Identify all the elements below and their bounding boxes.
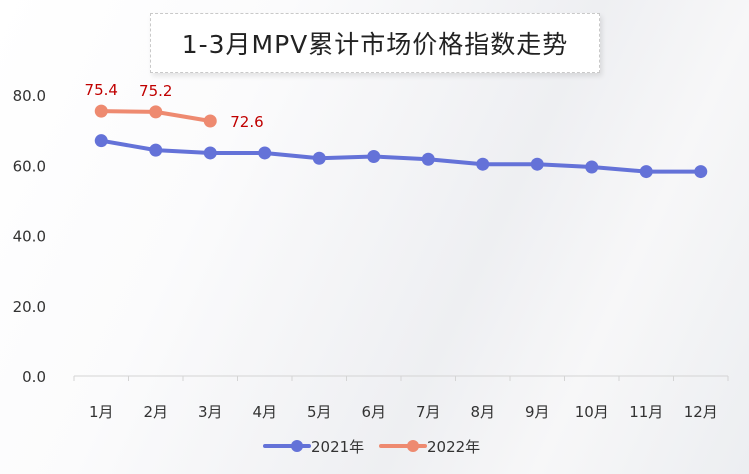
x-tick-label: 6月 xyxy=(361,403,386,421)
x-tick-label: 9月 xyxy=(525,403,550,421)
x-tick-label: 2月 xyxy=(143,403,168,421)
series-line-0 xyxy=(99,138,703,174)
data-point xyxy=(149,143,163,157)
x-ticks: 1月 2月 3月 4月 5月 6月 7月 8月 9月 10月 11月 12月 xyxy=(73,376,729,421)
data-label: 75.2 xyxy=(139,82,172,100)
x-tick-label: 3月 xyxy=(198,403,223,421)
series-layer xyxy=(94,104,708,179)
x-tick-label: 4月 xyxy=(252,403,277,421)
chart-title: 1-3月MPV累计市场价格指数走势 xyxy=(150,13,600,73)
data-point xyxy=(476,157,490,171)
x-tick-label: 5月 xyxy=(307,403,332,421)
x-tick-label: 8月 xyxy=(470,403,495,421)
data-point xyxy=(94,104,108,118)
y-tick-label: 0.0 xyxy=(22,368,46,386)
data-label: 72.6 xyxy=(230,113,263,131)
data-point xyxy=(312,151,326,165)
data-point xyxy=(639,165,653,179)
y-tick-label: 20.0 xyxy=(13,298,46,316)
data-label: 75.4 xyxy=(85,81,118,99)
data-point xyxy=(367,149,381,163)
y-tick-label: 60.0 xyxy=(13,157,46,175)
y-tick-label: 80.0 xyxy=(13,87,46,105)
legend-label: 2022年 xyxy=(427,438,480,456)
data-point xyxy=(94,134,108,148)
data-point xyxy=(203,114,217,128)
x-tick-label: 7月 xyxy=(416,403,441,421)
x-tick-label: 12月 xyxy=(684,403,718,421)
data-point xyxy=(530,157,544,171)
data-labels: 75.4 75.2 72.6 xyxy=(85,81,264,131)
data-point xyxy=(585,160,599,174)
legend-marker xyxy=(291,440,303,452)
data-point xyxy=(149,105,163,119)
data-point xyxy=(258,146,272,160)
legend: 2021年 2022年 xyxy=(263,438,480,456)
x-tick-label: 11月 xyxy=(629,403,663,421)
y-ticks: 0.0 20.0 40.0 60.0 80.0 xyxy=(13,87,46,386)
data-point xyxy=(421,152,435,166)
data-point xyxy=(203,146,217,160)
legend-label: 2021年 xyxy=(311,438,364,456)
x-tick-label: 10月 xyxy=(575,403,609,421)
y-tick-label: 40.0 xyxy=(13,228,46,246)
x-tick-label: 1月 xyxy=(89,403,114,421)
legend-marker xyxy=(407,440,419,452)
data-point xyxy=(694,165,708,179)
